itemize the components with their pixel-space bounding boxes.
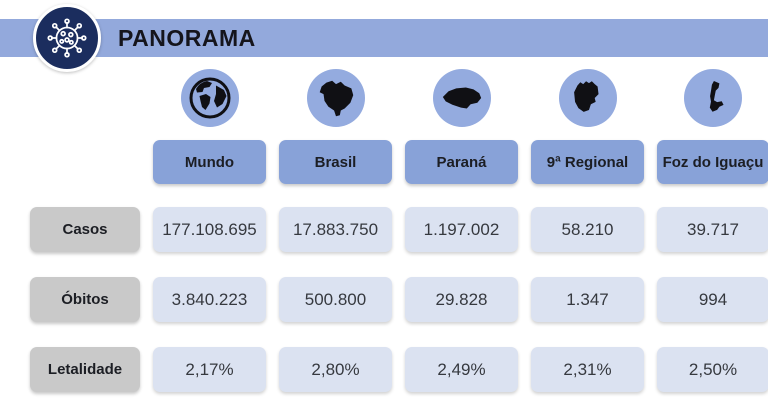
value-casos-brasil: 17.883.750 [279,207,392,252]
column-icon-parana [405,69,518,127]
value-casos-parana: 1.197.002 [405,207,518,252]
panorama-table: Mundo Brasil Paraná 9ª Regional Foz do I… [30,69,768,392]
globe-icon [180,69,239,127]
row-label-letalidade: Letalidade [30,347,140,392]
column-icon-mundo [153,69,266,127]
value-letalidade-foz: 2,50% [657,347,768,392]
column-header-foz: Foz do Iguaçu [657,140,768,184]
brazil-map-icon [306,69,365,127]
value-obitos-mundo: 3.840.223 [153,277,266,322]
value-casos-mundo: 177.108.695 [153,207,266,252]
logo-badge [33,4,101,72]
value-obitos-brasil: 500.800 [279,277,392,322]
column-header-mundo: Mundo [153,140,266,184]
value-casos-foz: 39.717 [657,207,768,252]
coronavirus-icon [44,15,90,61]
page-title: PANORAMA [118,24,256,51]
row-label-casos: Casos [30,207,140,252]
row-label-obitos: Óbitos [30,277,140,322]
column-icon-foz [657,69,768,127]
column-icon-regional [531,69,644,127]
parana-map-icon [432,69,491,127]
value-obitos-parana: 29.828 [405,277,518,322]
column-header-parana: Paraná [405,140,518,184]
value-letalidade-brasil: 2,80% [279,347,392,392]
column-header-regional: 9ª Regional [531,140,644,184]
value-letalidade-parana: 2,49% [405,347,518,392]
column-header-brasil: Brasil [279,140,392,184]
value-casos-regional: 58.210 [531,207,644,252]
foz-do-iguacu-map-icon [684,69,742,127]
value-letalidade-mundo: 2,17% [153,347,266,392]
header-band [0,19,768,57]
column-icon-brasil [279,69,392,127]
value-letalidade-regional: 2,31% [531,347,644,392]
value-obitos-foz: 994 [657,277,768,322]
ninth-regional-map-icon [558,69,617,127]
value-obitos-regional: 1.347 [531,277,644,322]
